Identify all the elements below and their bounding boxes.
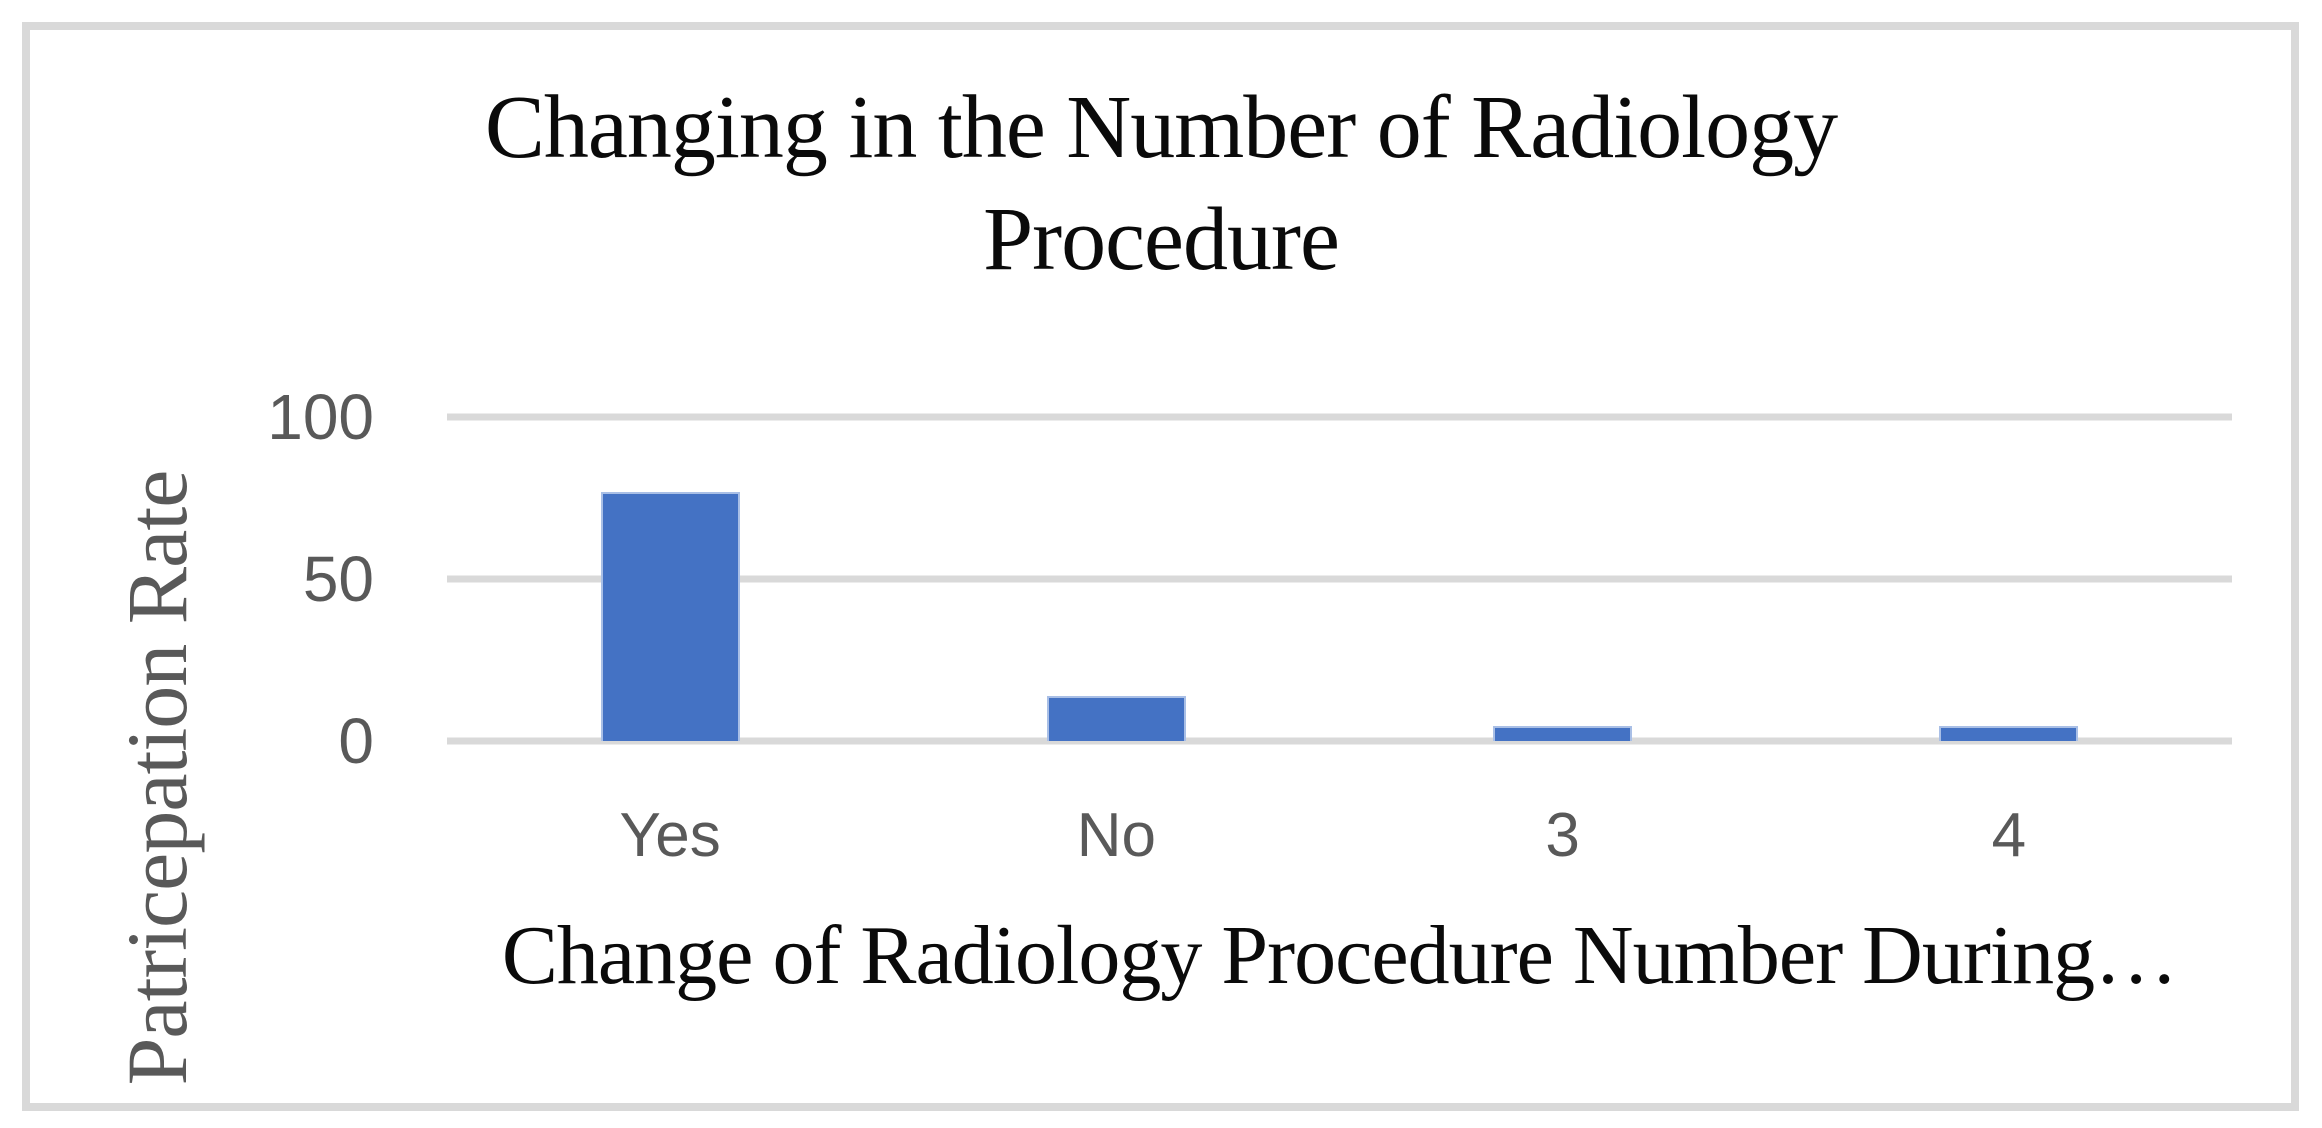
y-tick-label-100: 100 bbox=[267, 381, 374, 453]
bar-no bbox=[1046, 695, 1186, 741]
category-label-3: 3 bbox=[1545, 801, 1580, 870]
plot-area bbox=[447, 413, 2232, 745]
bar-3 bbox=[1493, 726, 1633, 741]
y-tick-label-0: 0 bbox=[338, 705, 374, 777]
chart-title-line-2: Procedure bbox=[983, 190, 1340, 289]
category-label-yes: Yes bbox=[619, 801, 721, 870]
chart-title-line-1: Changing in the Number of Radiology bbox=[484, 78, 1838, 177]
gridline-y-50 bbox=[447, 575, 2232, 583]
chart-title: Changing in the Number of Radiology Proc… bbox=[0, 72, 2322, 296]
y-tick-label-50: 50 bbox=[302, 543, 374, 615]
chart-border-frame bbox=[22, 22, 2299, 1111]
y-axis-title: Patricepation Rate bbox=[109, 470, 205, 1086]
gridline-y-0 bbox=[447, 737, 2232, 745]
category-label-4: 4 bbox=[1991, 801, 2027, 870]
bar-yes bbox=[600, 491, 740, 741]
category-label-no: No bbox=[1076, 801, 1156, 870]
gridline-y-100 bbox=[447, 413, 2232, 421]
x-axis-title: Change of Radiology Procedure Number Dur… bbox=[501, 909, 2178, 1002]
bar-4 bbox=[1939, 726, 2079, 741]
